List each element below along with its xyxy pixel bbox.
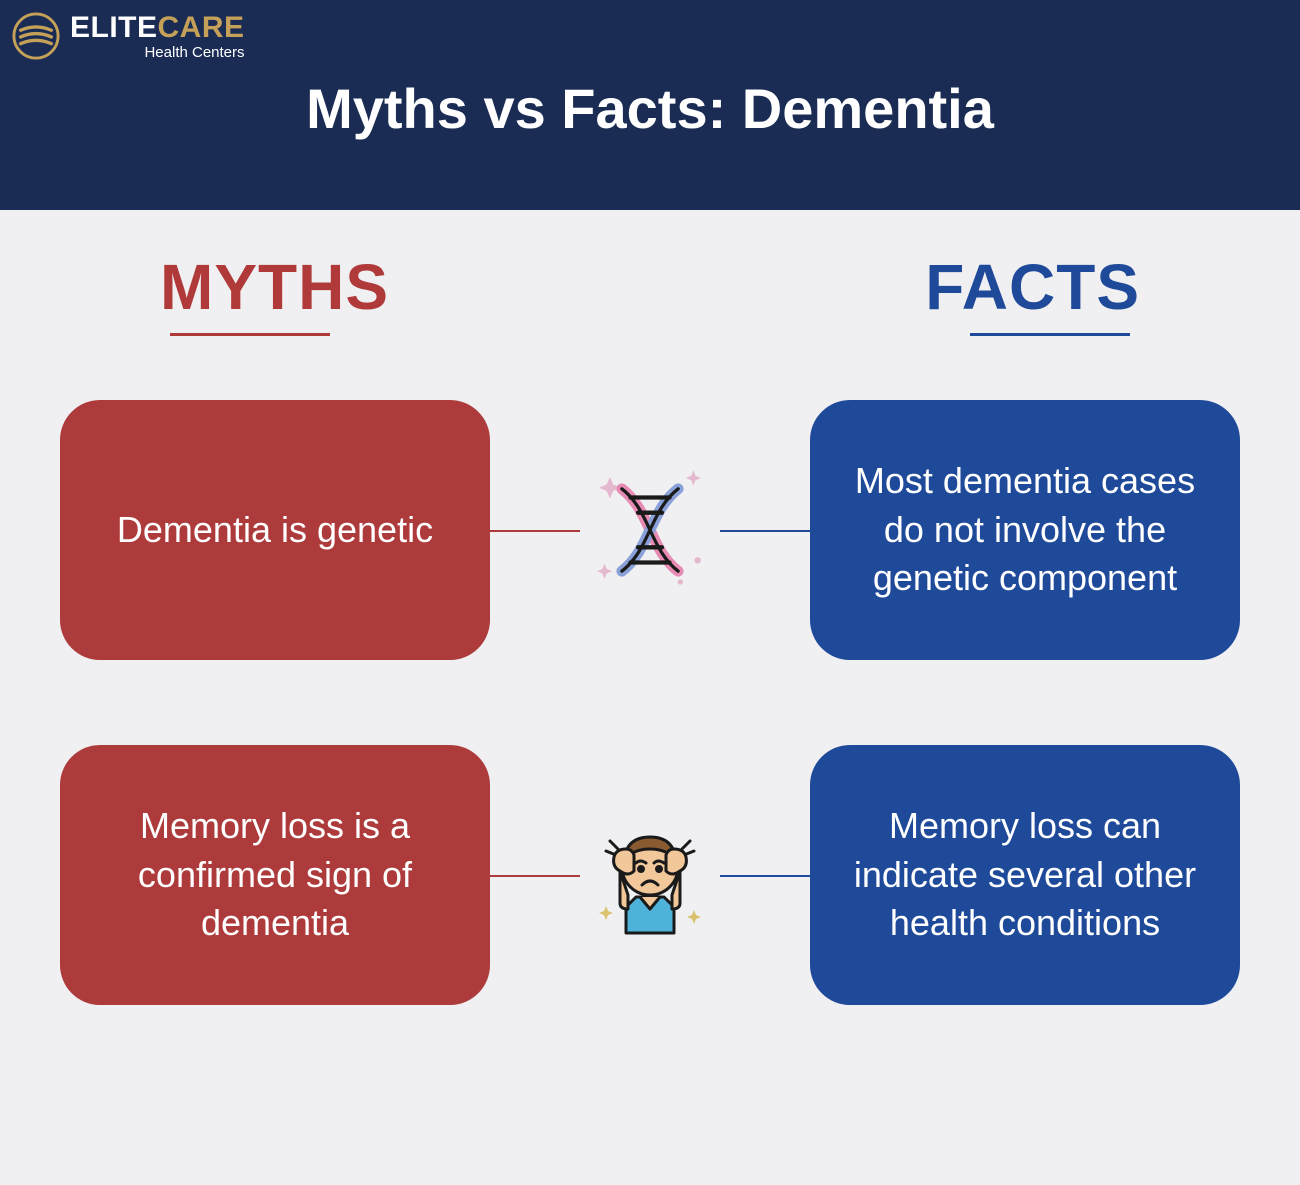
header: ELITECARE Health Centers Myths vs Facts:… (0, 0, 1300, 210)
confused-person-icon (580, 805, 720, 945)
logo: ELITECARE Health Centers (12, 12, 1288, 60)
brand-subline: Health Centers (144, 45, 244, 60)
row-2: Memory loss is a confirmed sign of demen… (60, 745, 1240, 1005)
content: MYTHS FACTS Dementia is genetic (0, 210, 1300, 1005)
logo-text: ELITECARE Health Centers (70, 13, 245, 60)
page-title: Myths vs Facts: Dementia (12, 76, 1288, 141)
myths-heading: MYTHS (160, 250, 389, 330)
myth-card-2: Memory loss is a confirmed sign of demen… (60, 745, 490, 1005)
column-headings: MYTHS FACTS (60, 250, 1240, 330)
brand-part1: ELITE (70, 11, 158, 44)
facts-heading: FACTS (925, 250, 1140, 330)
fact-text-1: Most dementia cases do not involve the g… (838, 457, 1212, 603)
row-1: Dementia is genetic (60, 400, 1240, 660)
brand-part2: CARE (158, 11, 245, 44)
connector-2 (490, 805, 810, 945)
myth-text-2: Memory loss is a confirmed sign of demen… (88, 802, 462, 948)
fact-card-1: Most dementia cases do not involve the g… (810, 400, 1240, 660)
myth-text-1: Dementia is genetic (117, 506, 433, 555)
connector-1 (490, 460, 810, 600)
dna-icon (580, 460, 720, 600)
logo-swirl-icon (12, 12, 60, 60)
myth-card-1: Dementia is genetic (60, 400, 490, 660)
fact-card-2: Memory loss can indicate several other h… (810, 745, 1240, 1005)
fact-text-2: Memory loss can indicate several other h… (838, 802, 1212, 948)
brand-name: ELITECARE (70, 13, 245, 43)
